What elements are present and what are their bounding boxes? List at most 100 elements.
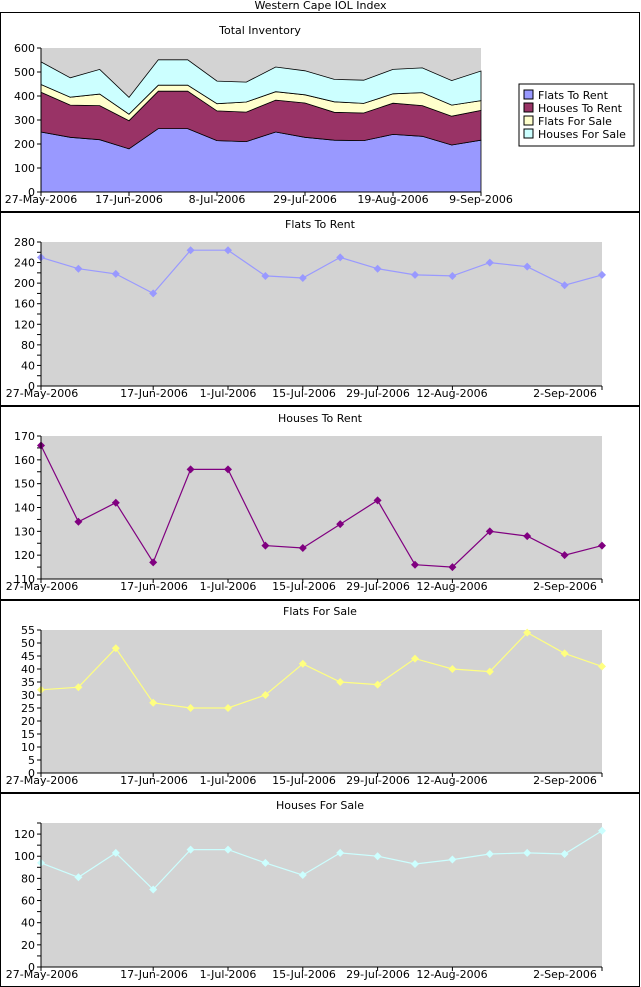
x-tick-label: 29-Jul-2006: [346, 774, 410, 787]
y-tick-label: 200: [14, 277, 35, 290]
y-tick-label: 40: [21, 663, 35, 676]
series-line-flats-to-rent: [40, 249, 603, 295]
data-point-houses-to-rent: [261, 541, 270, 550]
x-tick-label: 17-Jun-2006: [120, 580, 188, 593]
legend-label: Houses For Sale: [538, 128, 626, 141]
data-point-houses-to-rent: [74, 517, 83, 526]
data-point-flats-for-sale: [186, 704, 195, 712]
y-tick-label: 110: [14, 573, 35, 586]
data-point-houses-for-sale: [149, 885, 158, 894]
y-tick-label: 20: [21, 715, 35, 728]
y-tick-label: 140: [14, 502, 35, 515]
x-tick-label: 17-Jun-2006: [120, 387, 188, 400]
legend-label: Flats To Rent: [538, 89, 609, 102]
y-tick-label: 55: [21, 624, 35, 637]
x-tick-label: 2-Sep-2006: [533, 774, 597, 787]
chart-title-total-inventory: Total Inventory: [218, 24, 301, 37]
data-point-flats-for-sale: [598, 662, 606, 671]
data-point-flats-for-sale: [448, 665, 457, 673]
x-tick-label: 12-Aug-2006: [416, 580, 487, 593]
y-tick-label: 40: [21, 917, 35, 930]
legend-label: Flats For Sale: [538, 115, 612, 128]
series-line-houses-for-sale: [40, 830, 603, 891]
plot-background: [41, 242, 602, 386]
data-point-flats-for-sale: [373, 680, 382, 689]
data-point-houses-for-sale: [186, 845, 195, 854]
x-tick-label: 1-Jul-2006: [200, 580, 257, 593]
data-point-flats-to-rent: [523, 262, 532, 271]
y-tick-label: 100: [14, 162, 35, 175]
area-series-houses-for-sale: [40, 59, 482, 115]
y-tick-label: 200: [14, 138, 35, 151]
y-tick-label: 120: [14, 828, 35, 841]
data-point-houses-for-sale: [261, 858, 270, 867]
series-line-flats-for-sale: [40, 631, 603, 709]
y-tick-label: 15: [21, 728, 35, 741]
plot-background: [41, 630, 602, 773]
data-point-houses-to-rent: [298, 544, 307, 553]
plot-background: [41, 436, 602, 579]
panel-frame-1: [0, 12, 640, 212]
x-tick-label: 29-Jul-2006: [346, 968, 410, 981]
chart-title-flats-for-sale: Flats For Sale: [283, 605, 357, 618]
y-tick-label: 120: [14, 549, 35, 562]
chart-title-houses-for-sale: Houses For Sale: [276, 799, 364, 812]
x-tick-label: 17-Jun-2006: [120, 968, 188, 981]
data-point-flats-to-rent: [448, 271, 457, 280]
y-tick-label: 60: [21, 895, 35, 908]
data-point-houses-for-sale: [560, 850, 569, 859]
x-tick-label: 2-Sep-2006: [533, 968, 597, 981]
legend: [518, 83, 635, 147]
x-tick-label: 27-May-2006: [6, 387, 78, 400]
data-point-flats-to-rent: [485, 258, 494, 267]
legend-label: Houses To Rent: [538, 102, 623, 115]
y-tick-label: 100: [14, 850, 35, 863]
x-tick-label: 17-Jun-2006: [120, 774, 188, 787]
y-tick-label: 80: [21, 339, 35, 352]
x-tick-label: 29-Jul-2006: [346, 580, 410, 593]
data-point-houses-for-sale: [411, 859, 419, 868]
y-tick-label: 240: [14, 257, 35, 270]
chart-title-flats-to-rent: Flats To Rent: [285, 218, 356, 231]
data-point-houses-to-rent: [523, 532, 532, 541]
data-point-flats-to-rent: [186, 246, 195, 255]
x-tick-label: 27-May-2006: [6, 968, 78, 981]
data-point-flats-to-rent: [336, 253, 345, 262]
data-point-houses-to-rent: [560, 551, 569, 560]
data-point-houses-to-rent: [448, 563, 457, 572]
data-point-flats-for-sale: [74, 683, 83, 692]
y-tick-label: 120: [14, 318, 35, 331]
x-tick-label: 27-May-2006: [6, 774, 78, 787]
data-point-flats-for-sale: [298, 659, 307, 668]
data-point-flats-for-sale: [411, 654, 419, 663]
data-point-flats-to-rent: [261, 271, 270, 280]
y-tick-label: 150: [14, 478, 35, 491]
x-tick-label: 2-Sep-2006: [533, 580, 597, 593]
x-tick-label: 1-Jul-2006: [200, 968, 257, 981]
data-point-houses-for-sale: [224, 845, 232, 854]
y-tick-label: 170: [14, 430, 35, 443]
x-tick-label: 8-Jul-2006: [189, 193, 246, 206]
data-point-houses-to-rent: [373, 496, 382, 505]
legend-swatch: [523, 128, 534, 139]
y-tick-label: 280: [14, 236, 35, 249]
data-point-houses-to-rent: [411, 560, 419, 569]
y-tick-label: 5: [28, 754, 35, 767]
data-point-flats-to-rent: [298, 274, 307, 282]
data-point-flats-for-sale: [523, 628, 532, 637]
x-tick-label: 15-Jul-2006: [272, 774, 336, 787]
x-tick-label: 29-Jul-2006: [273, 193, 337, 206]
data-point-houses-for-sale: [448, 855, 457, 864]
x-tick-label: 9-Sep-2006: [449, 193, 513, 206]
x-tick-label: 29-Jul-2006: [346, 387, 410, 400]
data-point-flats-to-rent: [560, 281, 569, 290]
panel-frame-2: [0, 212, 640, 406]
plot-background: [41, 823, 602, 967]
y-tick-label: 35: [21, 676, 35, 689]
legend-swatch: [523, 89, 534, 100]
x-tick-label: 27-May-2006: [5, 193, 77, 206]
y-tick-label: 45: [21, 650, 35, 663]
data-point-flats-for-sale: [560, 649, 569, 658]
data-point-houses-for-sale: [298, 871, 307, 880]
data-point-houses-to-rent: [111, 498, 120, 507]
